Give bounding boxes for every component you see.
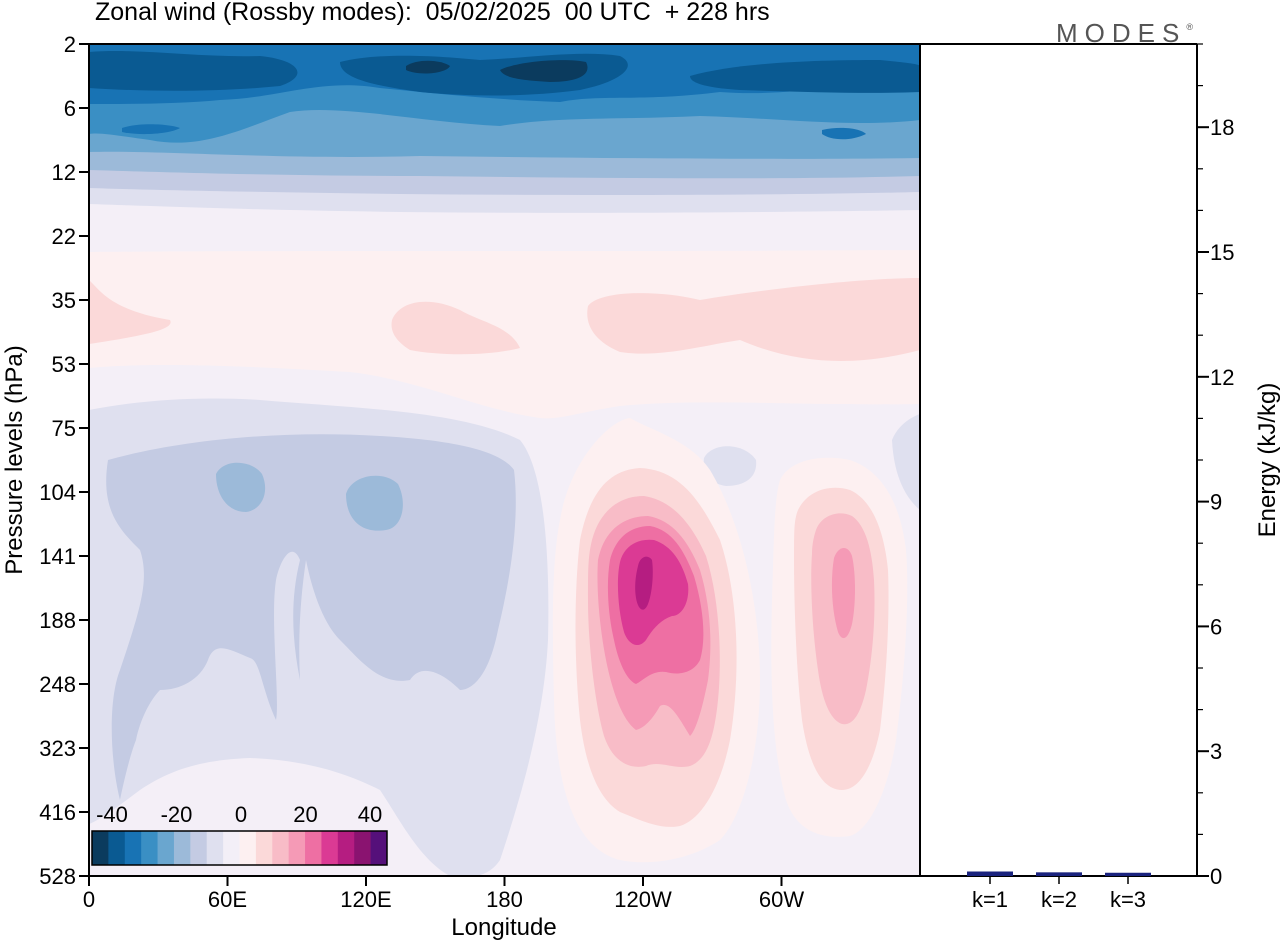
y-tick-label: 323	[39, 736, 76, 761]
colorbar-swatch	[370, 831, 388, 865]
colorbar-swatch	[108, 831, 126, 865]
energy-y-tick-label: 18	[1210, 115, 1234, 140]
colorbar-swatch	[173, 831, 191, 865]
colorbar: -40 -20 0 20 40	[91, 802, 388, 866]
colorbar-swatch	[157, 831, 175, 865]
y-tick-label: 416	[39, 800, 76, 825]
colorbar-label: 0	[235, 802, 247, 827]
energy-panel-frame	[920, 43, 1198, 877]
colorbar-swatch	[305, 831, 322, 865]
energy-bar	[1105, 872, 1151, 876]
y-tick-label: 188	[39, 608, 76, 633]
y-tick-label: 2	[64, 32, 76, 57]
energy-y-tick-label: 3	[1210, 739, 1222, 764]
energy-y-tick-label: 6	[1210, 614, 1222, 639]
energy-bar	[1036, 872, 1082, 876]
colorbar-label: 20	[293, 802, 317, 827]
y-tick-label: 248	[39, 672, 76, 697]
x-tick-label: 120W	[614, 887, 672, 912]
y-tick-label: 141	[39, 544, 76, 569]
y-axis: 2 6 12 22 35 53 75 104 141 188 248 323 416 528	[39, 32, 89, 889]
energy-bars	[967, 871, 1151, 876]
y-tick-label: 6	[64, 96, 76, 121]
colorbar-swatch	[141, 831, 159, 865]
colorbar-swatch	[190, 831, 208, 865]
energy-y-axis: 0 3 6 9 12 15 18	[1197, 43, 1234, 889]
x-axis: 0 60E 120E 180 120W 60W	[83, 876, 804, 912]
energy-x-tick-label: k=1	[972, 887, 1008, 912]
y-tick-label: 528	[39, 864, 76, 889]
energy-bar	[967, 871, 1013, 876]
colorbar-swatch	[321, 831, 339, 865]
energy-x-tick-label: k=3	[1110, 887, 1146, 912]
colorbar-swatch	[239, 831, 257, 865]
x-tick-label: 120E	[340, 887, 391, 912]
colorbar-swatch	[337, 831, 355, 865]
registered-mark: ®	[1186, 22, 1193, 32]
y-axis-title: Pressure levels (hPa)	[1, 345, 28, 574]
x-tick-label: 180	[486, 887, 523, 912]
colorbar-swatch	[223, 831, 240, 865]
colorbar-label: -20	[161, 802, 193, 827]
x-axis-title: Longitude	[451, 914, 556, 941]
colorbar-swatch	[206, 831, 224, 865]
energy-x-axis: k=1 k=2 k=3	[972, 876, 1146, 912]
y-tick-label: 12	[52, 160, 76, 185]
colorbar-swatch	[124, 831, 142, 865]
colorbar-label: -40	[96, 802, 128, 827]
colorbar-swatch	[288, 831, 306, 865]
colorbar-swatch	[272, 831, 290, 865]
energy-axis-title: Energy (kJ/kg)	[1254, 383, 1280, 538]
chart-title: Zonal wind (Rossby modes): 05/02/2025 00…	[95, 0, 770, 26]
energy-y-tick-label: 15	[1210, 240, 1234, 265]
colorbar-swatch	[92, 831, 109, 865]
energy-y-tick-label: 12	[1210, 365, 1234, 390]
y-tick-label: 22	[52, 224, 76, 249]
x-tick-label: 60W	[759, 887, 804, 912]
y-tick-label: 104	[39, 480, 76, 505]
colorbar-label: 40	[358, 802, 382, 827]
y-tick-label: 75	[52, 416, 76, 441]
y-tick-label: 35	[52, 288, 76, 313]
energy-y-tick-label: 9	[1210, 490, 1222, 515]
energy-x-tick-label: k=2	[1041, 887, 1077, 912]
colorbar-frame	[91, 830, 388, 866]
contour-field	[89, 44, 920, 876]
x-tick-label: 0	[83, 887, 95, 912]
y-tick-label: 53	[52, 352, 76, 377]
colorbar-swatch	[255, 831, 273, 865]
energy-y-tick-label: 0	[1210, 864, 1222, 889]
colorbar-swatch	[354, 831, 372, 865]
x-tick-label: 60E	[208, 887, 247, 912]
